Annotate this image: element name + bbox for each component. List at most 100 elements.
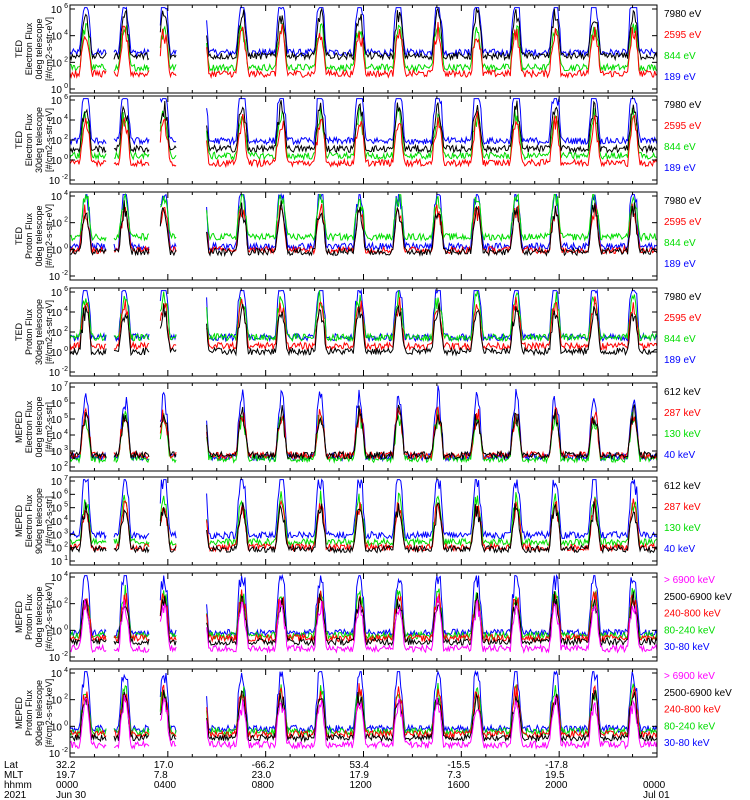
series-line-40-kev: [69, 385, 658, 463]
y-tick-label: 10: [49, 272, 61, 283]
x-tick-hhmm: 1600: [447, 780, 470, 791]
x-tick-mlt: 7.8: [154, 770, 168, 781]
legend-entry: 240-800 keV: [664, 705, 721, 716]
y-tick-exponent: 4: [64, 190, 68, 197]
y-label-line: [#/cm2-s-str-keV]: [44, 583, 54, 652]
y-tick-exponent: 4: [64, 429, 68, 436]
y-tick-label: 10: [51, 504, 63, 515]
y-tick-label: 10: [51, 96, 63, 107]
legend-entry: 80-240 keV: [664, 625, 715, 636]
y-label-line: [#/cm2-s-str-eV]: [44, 204, 54, 268]
series-line-30-80-kev: [69, 573, 658, 639]
legend-entry: 130 keV: [664, 429, 701, 440]
y-axis-label: TED Electron Flux 30deg telescope [#/cm2-s-…: [14, 107, 54, 173]
x-tick-lat: 53.4: [350, 760, 370, 771]
y-label-line: 90deg telescope: [34, 488, 44, 554]
y-tick-exponent: -2: [62, 174, 68, 181]
y-tick-label: 10: [51, 530, 63, 541]
y-tick-label: 10: [51, 415, 63, 426]
y-label-line: [#/cm2-s-str-eV]: [44, 300, 54, 364]
legend-entry: 844 eV: [664, 142, 696, 153]
x-tick-lat: 32.2: [56, 760, 76, 771]
y-tick-exponent: 5: [64, 502, 68, 509]
legend-entry: 40 keV: [664, 544, 695, 555]
y-label-line: Proton Flux: [24, 689, 34, 736]
series-line-2595-ev: [69, 110, 658, 169]
y-label-line: MEPED: [14, 411, 24, 444]
legend-entry: 189 eV: [664, 72, 696, 83]
y-label-line: [#/cm2-s-str]: [44, 496, 54, 546]
y-label-line: 90deg telescope: [34, 680, 44, 746]
series-line-287-kev: [69, 406, 658, 461]
y-tick-exponent: -2: [62, 651, 68, 658]
y-tick-label: 10: [51, 245, 63, 256]
y-tick-label: 10: [51, 136, 63, 147]
y-axis-label: TED Electron Flux 0deg telescope [#/cm2-s-s…: [14, 17, 54, 81]
y-tick-exponent: 0: [64, 154, 68, 161]
x-tick-hhmm: 0800: [252, 780, 275, 791]
legend-entry: 7980 eV: [664, 100, 702, 111]
legend-entry: 7980 eV: [664, 9, 702, 20]
legend-entry: 130 keV: [664, 523, 701, 534]
legend-entry: 612 keV: [664, 387, 701, 398]
y-tick-exponent: -2: [62, 270, 68, 277]
series-line-7980-ev: [69, 100, 658, 155]
x-row-label: 2021: [4, 790, 27, 800]
y-tick-label: 10: [51, 399, 63, 410]
y-tick-label: 10: [51, 5, 63, 16]
series-line-612-kev: [69, 501, 658, 554]
y-tick-label: 10: [51, 32, 63, 43]
y-label-line: Proton Flux: [24, 593, 34, 640]
series-line--6900-kev: [69, 596, 658, 654]
x-tick-hhmm: 0000: [56, 780, 79, 791]
legend-entry: 30-80 keV: [664, 738, 710, 749]
series-line-2595-ev: [69, 296, 658, 352]
y-tick-exponent: 0: [64, 720, 68, 727]
y-label-line: TED: [14, 39, 24, 58]
y-label-line: Proton Flux: [24, 212, 34, 259]
y-axis-label: MEPED Electron Flux 90deg telescope [#/cm2-…: [14, 488, 54, 554]
y-tick-exponent: 2: [64, 134, 68, 141]
x-tick-mlt: 19.5: [545, 770, 565, 781]
y-tick-exponent: 6: [64, 3, 68, 10]
y-tick-label: 10: [51, 544, 63, 555]
y-axis-label: TED Proton Flux 30deg telescope [#/cm2-s-st…: [14, 299, 54, 365]
y-label-line: Proton Flux: [24, 308, 34, 355]
y-tick-label: 10: [51, 328, 63, 339]
y-tick-label: 10: [51, 722, 63, 733]
legend-entry: 2595 eV: [664, 30, 702, 41]
series-line--6900-kev: [69, 694, 658, 750]
series-line-40-kev: [69, 478, 658, 541]
series-line-189-ev: [69, 192, 658, 252]
x-row-label: MLT: [4, 770, 23, 781]
y-tick-exponent: 2: [64, 56, 68, 63]
y-label-line: 30deg telescope: [34, 107, 44, 173]
series-line-2595-ev: [69, 21, 658, 80]
y-tick-exponent: 3: [64, 528, 68, 535]
y-tick-exponent: 6: [64, 397, 68, 404]
x-tick-date: Jun 30: [56, 790, 86, 800]
series-line-240-800-kev: [69, 589, 658, 644]
x-tick-mlt: 17.9: [350, 770, 370, 781]
y-tick-label: 10: [51, 58, 63, 69]
y-label-line: 0deg telescope: [34, 586, 44, 647]
legend-entry: 80-240 keV: [664, 721, 715, 732]
legend-entry: 287 keV: [664, 502, 701, 513]
y-tick-label: 10: [51, 517, 63, 528]
x-tick-date: Jul 01: [643, 790, 670, 800]
y-label-line: MEPED: [14, 601, 24, 634]
y-tick-label: 10: [49, 749, 61, 760]
x-tick-mlt: 19.7: [56, 770, 76, 781]
y-tick-label: 10: [51, 383, 63, 394]
y-tick-label: 10: [51, 573, 63, 584]
legend-entry: 2595 eV: [664, 121, 702, 132]
legend-entry: 189 eV: [664, 355, 696, 366]
y-tick-exponent: -2: [62, 747, 68, 754]
y-axis-label: MEPED Proton Flux 0deg telescope [#/cm2-s-s…: [14, 583, 54, 652]
y-tick-exponent: 3: [64, 445, 68, 452]
